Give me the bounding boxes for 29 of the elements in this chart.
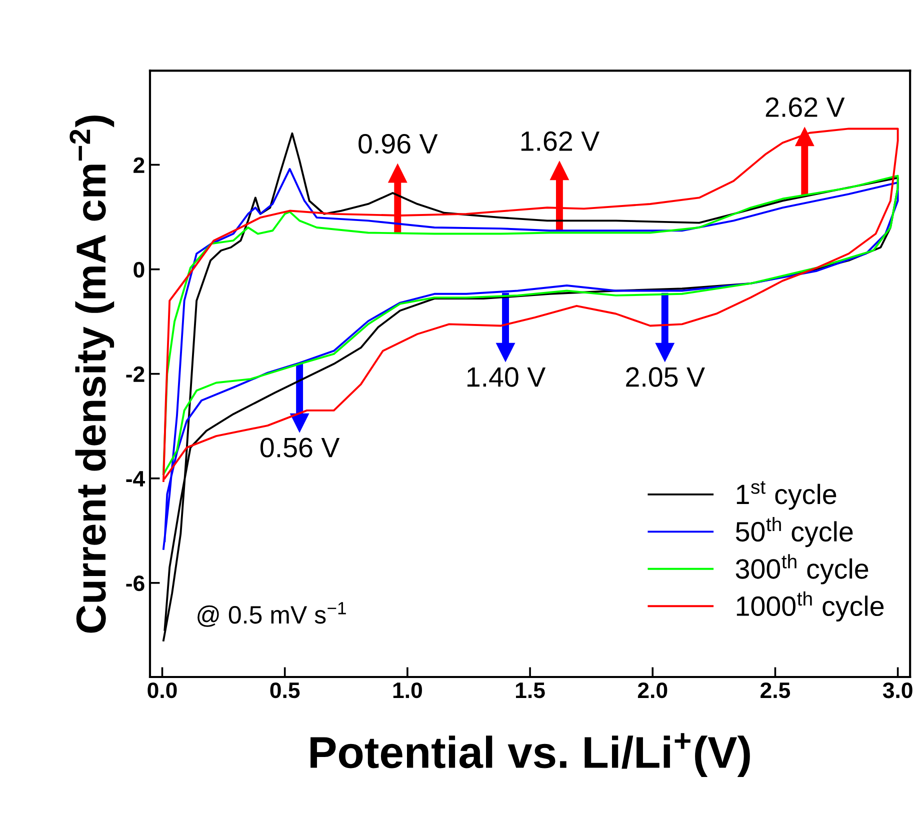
x-tick-label: 2.0: [638, 682, 668, 698]
y-axis-title: Current density (mA cm$^{−2}$): [70, 116, 114, 633]
line-series: [162, 128, 899, 482]
x-tick-label: 1.5: [516, 682, 545, 698]
annotation: 2.62 V: [766, 97, 845, 118]
x-tick-label: 1.0: [393, 682, 422, 698]
legend-label: 1$^{st}$ cycle: [736, 481, 836, 510]
legend-label: 1000$^{th}$ cycle: [736, 591, 884, 622]
annotation: 1.40 V: [467, 367, 546, 387]
annotation: 0.56 V: [260, 438, 340, 458]
annotation: 1.62 V: [521, 131, 600, 152]
x-tick-label: 2.5: [760, 682, 790, 698]
y-tick-label: -6: [126, 575, 144, 592]
x-tick-label: 0.0: [148, 682, 177, 698]
annotation: @ 0.5 mV s$^{−1}$: [198, 602, 346, 627]
x-tick-label: 0.5: [270, 682, 300, 698]
line-series: [162, 132, 899, 642]
y-tick-label: -2: [126, 366, 144, 382]
line-series: [162, 168, 899, 550]
annotation: 2.05 V: [626, 367, 705, 387]
annotation: 0.96 V: [358, 134, 438, 154]
legend-label: 300$^{th}$ cycle: [736, 554, 868, 584]
legend-label: 50$^{th}$ cycle: [736, 516, 853, 548]
line-series: [162, 174, 899, 476]
y-tick-label: 0: [134, 262, 144, 278]
x-axis-title: Potential vs. Li/Li$^{+}$(V): [310, 733, 750, 778]
x-tick-label: 3.0: [882, 682, 912, 698]
y-tick-label: -4: [126, 471, 146, 486]
y-tick-label: 2: [134, 157, 144, 173]
